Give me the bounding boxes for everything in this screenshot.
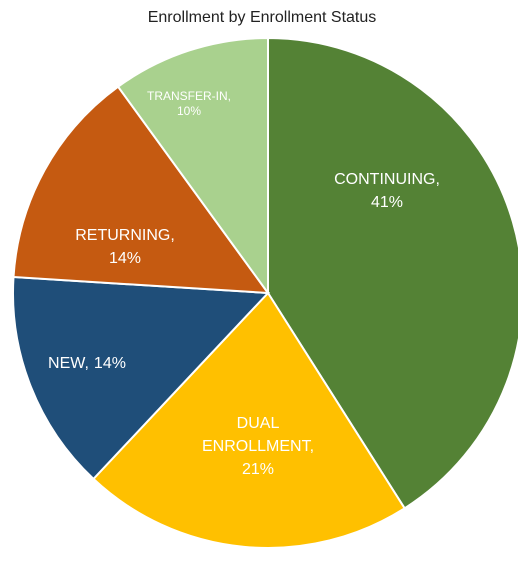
value-label: 21% — [242, 461, 274, 478]
data-label: TRANSFER-IN, 10% — [147, 89, 231, 118]
chart-title: Enrollment by Enrollment Status — [148, 9, 377, 26]
data-label: DUAL ENROLLMENT, — [202, 415, 314, 455]
category-name: NEW, — [48, 355, 89, 372]
data-label: NEW, 14% — [48, 355, 126, 372]
pie-slice — [12, 275, 271, 481]
value-label: 41% — [371, 194, 403, 211]
value-label: 14% — [109, 250, 141, 267]
value-label: 14% — [94, 355, 126, 372]
category-name: TRANSFER-IN, — [147, 89, 231, 103]
pie-slice — [92, 291, 407, 549]
category-line: DUAL — [237, 415, 280, 432]
data-label: RETURNING, 14% — [75, 227, 175, 267]
category-line: ENROLLMENT, — [202, 438, 314, 455]
category-name: CONTINUING, — [334, 171, 440, 188]
pie-slice — [116, 36, 269, 297]
category-name: RETURNING, — [75, 227, 175, 244]
data-label: CONTINUING, 41% — [334, 171, 440, 211]
value-label: 10% — [177, 104, 201, 118]
pie-slice — [12, 85, 271, 295]
